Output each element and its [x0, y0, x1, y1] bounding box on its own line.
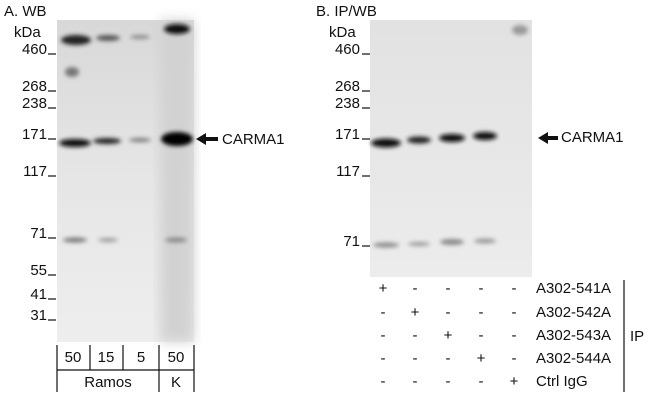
- ip-table: + - - - - A302-541A - + - - - A302-542A - - + - - A302-54…: [379, 280, 611, 390]
- antibody-name: A302-543A: [536, 327, 611, 344]
- sign: +: [444, 327, 453, 344]
- sign: -: [381, 373, 386, 390]
- sign: +: [379, 280, 388, 297]
- lane-amount: 5: [137, 349, 145, 366]
- sign: -: [479, 373, 484, 390]
- sign: -: [512, 327, 517, 344]
- target-label: CARMA1: [222, 131, 285, 148]
- sign: -: [479, 304, 484, 321]
- blot-b: [370, 20, 532, 277]
- sign: -: [446, 280, 451, 297]
- blot-a: [57, 20, 194, 342]
- marker-label: 171: [22, 126, 47, 143]
- panel-label: B. IP/WB: [316, 3, 377, 20]
- target-label: CARMA1: [561, 129, 624, 146]
- sample-group: Ramos: [84, 374, 132, 391]
- marker-label: 41: [30, 286, 47, 303]
- marker-label: 268: [22, 78, 47, 95]
- sign: -: [446, 350, 451, 367]
- antibody-name: A302-542A: [536, 304, 611, 321]
- marker-label: 31: [30, 307, 47, 324]
- sign: -: [479, 280, 484, 297]
- sign: -: [381, 304, 386, 321]
- unit-label: kDa: [329, 24, 356, 41]
- group-label: IP: [630, 328, 644, 345]
- unit-label: kDa: [14, 24, 41, 41]
- sign: -: [512, 350, 517, 367]
- sign: +: [411, 304, 420, 321]
- marker-label: 238: [335, 95, 360, 112]
- marker-label: 268: [335, 78, 360, 95]
- sign: -: [413, 350, 418, 367]
- marker-label: 71: [30, 225, 47, 242]
- marker-label: 71: [343, 233, 360, 250]
- marker-label: 117: [23, 163, 47, 180]
- panel-label: A. WB: [4, 3, 47, 20]
- sign: -: [512, 280, 517, 297]
- marker-label: 460: [22, 41, 47, 58]
- marker-label: 55: [30, 262, 47, 279]
- sign: -: [413, 280, 418, 297]
- marker-label: 117: [336, 163, 360, 180]
- sign: +: [510, 373, 519, 390]
- sign: -: [446, 304, 451, 321]
- lane-amount: 50: [65, 349, 82, 366]
- lane-amount: 50: [168, 349, 185, 366]
- sign: -: [479, 327, 484, 344]
- sign: -: [413, 373, 418, 390]
- antibody-name: A302-544A: [536, 350, 611, 367]
- sample-group: K: [171, 374, 181, 391]
- sign: +: [477, 350, 486, 367]
- antibody-name: Ctrl IgG: [536, 373, 588, 390]
- sign: -: [446, 373, 451, 390]
- sign: -: [413, 327, 418, 344]
- lane-amount: 15: [98, 349, 115, 366]
- sign: -: [381, 327, 386, 344]
- marker-label: 238: [22, 95, 47, 112]
- antibody-name: A302-541A: [536, 280, 611, 297]
- sign: -: [512, 304, 517, 321]
- arrow: [196, 133, 218, 145]
- marker-label: 171: [335, 126, 360, 143]
- marker-label: 460: [335, 41, 360, 58]
- arrow: [538, 132, 558, 144]
- sign: -: [381, 350, 386, 367]
- lane-table: [56, 345, 195, 392]
